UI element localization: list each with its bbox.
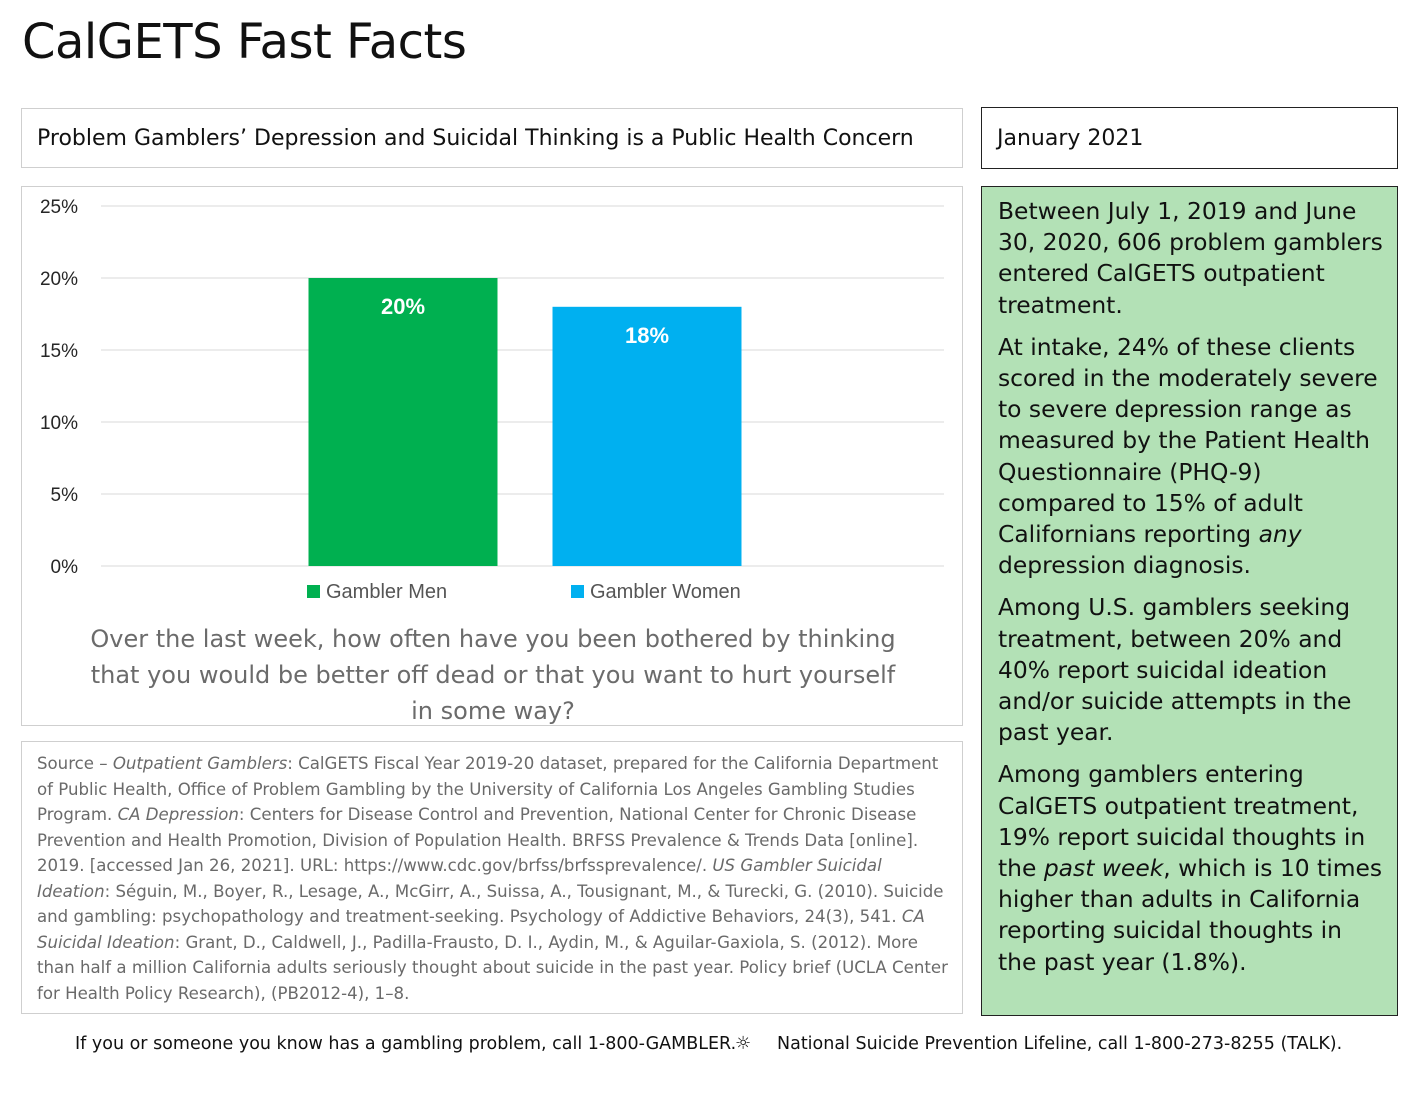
gambler-helpline-text: If you or someone you know has a gamblin… — [75, 1034, 737, 1054]
chart-panel: 0% 5% 10% 15% 20% 25% 20% 18% Gambler Men Gambler… — [21, 186, 963, 726]
page-title: CalGETS Fast Facts — [22, 14, 467, 70]
legend-label: Gambler Women — [590, 581, 741, 603]
fact-paragraph-1: Between July 1, 2019 and June 30, 2020, … — [998, 197, 1383, 319]
headline-box: Problem Gamblers’ Depression and Suicida… — [21, 108, 963, 168]
data-label: 18% — [625, 323, 669, 348]
source-citations: Source – Outpatient Gamblers: CalGETS Fi… — [21, 741, 963, 1014]
bar-chart: 0% 5% 10% 15% 20% 25% 20% 18% Gambler Men Gambler… — [40, 197, 944, 603]
fast-facts-panel: Between July 1, 2019 and June 30, 2020, … — [981, 186, 1398, 1016]
data-label: 20% — [381, 294, 425, 319]
legend-swatch — [571, 585, 584, 598]
legend-swatch — [307, 585, 320, 598]
y-tick-label: 25% — [40, 197, 78, 218]
suicide-lifeline-text: National Suicide Prevention Lifeline, ca… — [777, 1034, 1343, 1054]
date-box: January 2021 — [981, 107, 1398, 169]
y-tick-label: 20% — [40, 269, 78, 290]
legend-label: Gambler Men — [326, 581, 447, 603]
bar-gambler-women — [552, 306, 742, 566]
chart-caption: Over the last week, how often have you b… — [90, 625, 896, 725]
date-text: January 2021 — [997, 125, 1144, 151]
footer: If you or someone you know has a gamblin… — [0, 1033, 1426, 1062]
headline-text: Problem Gamblers’ Depression and Suicida… — [37, 125, 914, 151]
fact-paragraph-4: Among gamblers entering CalGETS outpatie… — [998, 760, 1383, 976]
sun-separator-icon: ☼ — [735, 1033, 752, 1054]
fact-paragraph-3: Among U.S. gamblers seeking treatment, b… — [998, 593, 1352, 747]
y-tick-label: 5% — [51, 485, 79, 506]
y-tick-label: 10% — [40, 413, 78, 434]
bar-gambler-men — [308, 278, 498, 566]
y-tick-label: 15% — [40, 341, 78, 362]
source-text: Source – Outpatient Gamblers: CalGETS Fi… — [37, 754, 948, 1003]
y-tick-label: 0% — [51, 557, 79, 578]
fact-paragraph-2: At intake, 24% of these clients scored i… — [998, 332, 1378, 580]
